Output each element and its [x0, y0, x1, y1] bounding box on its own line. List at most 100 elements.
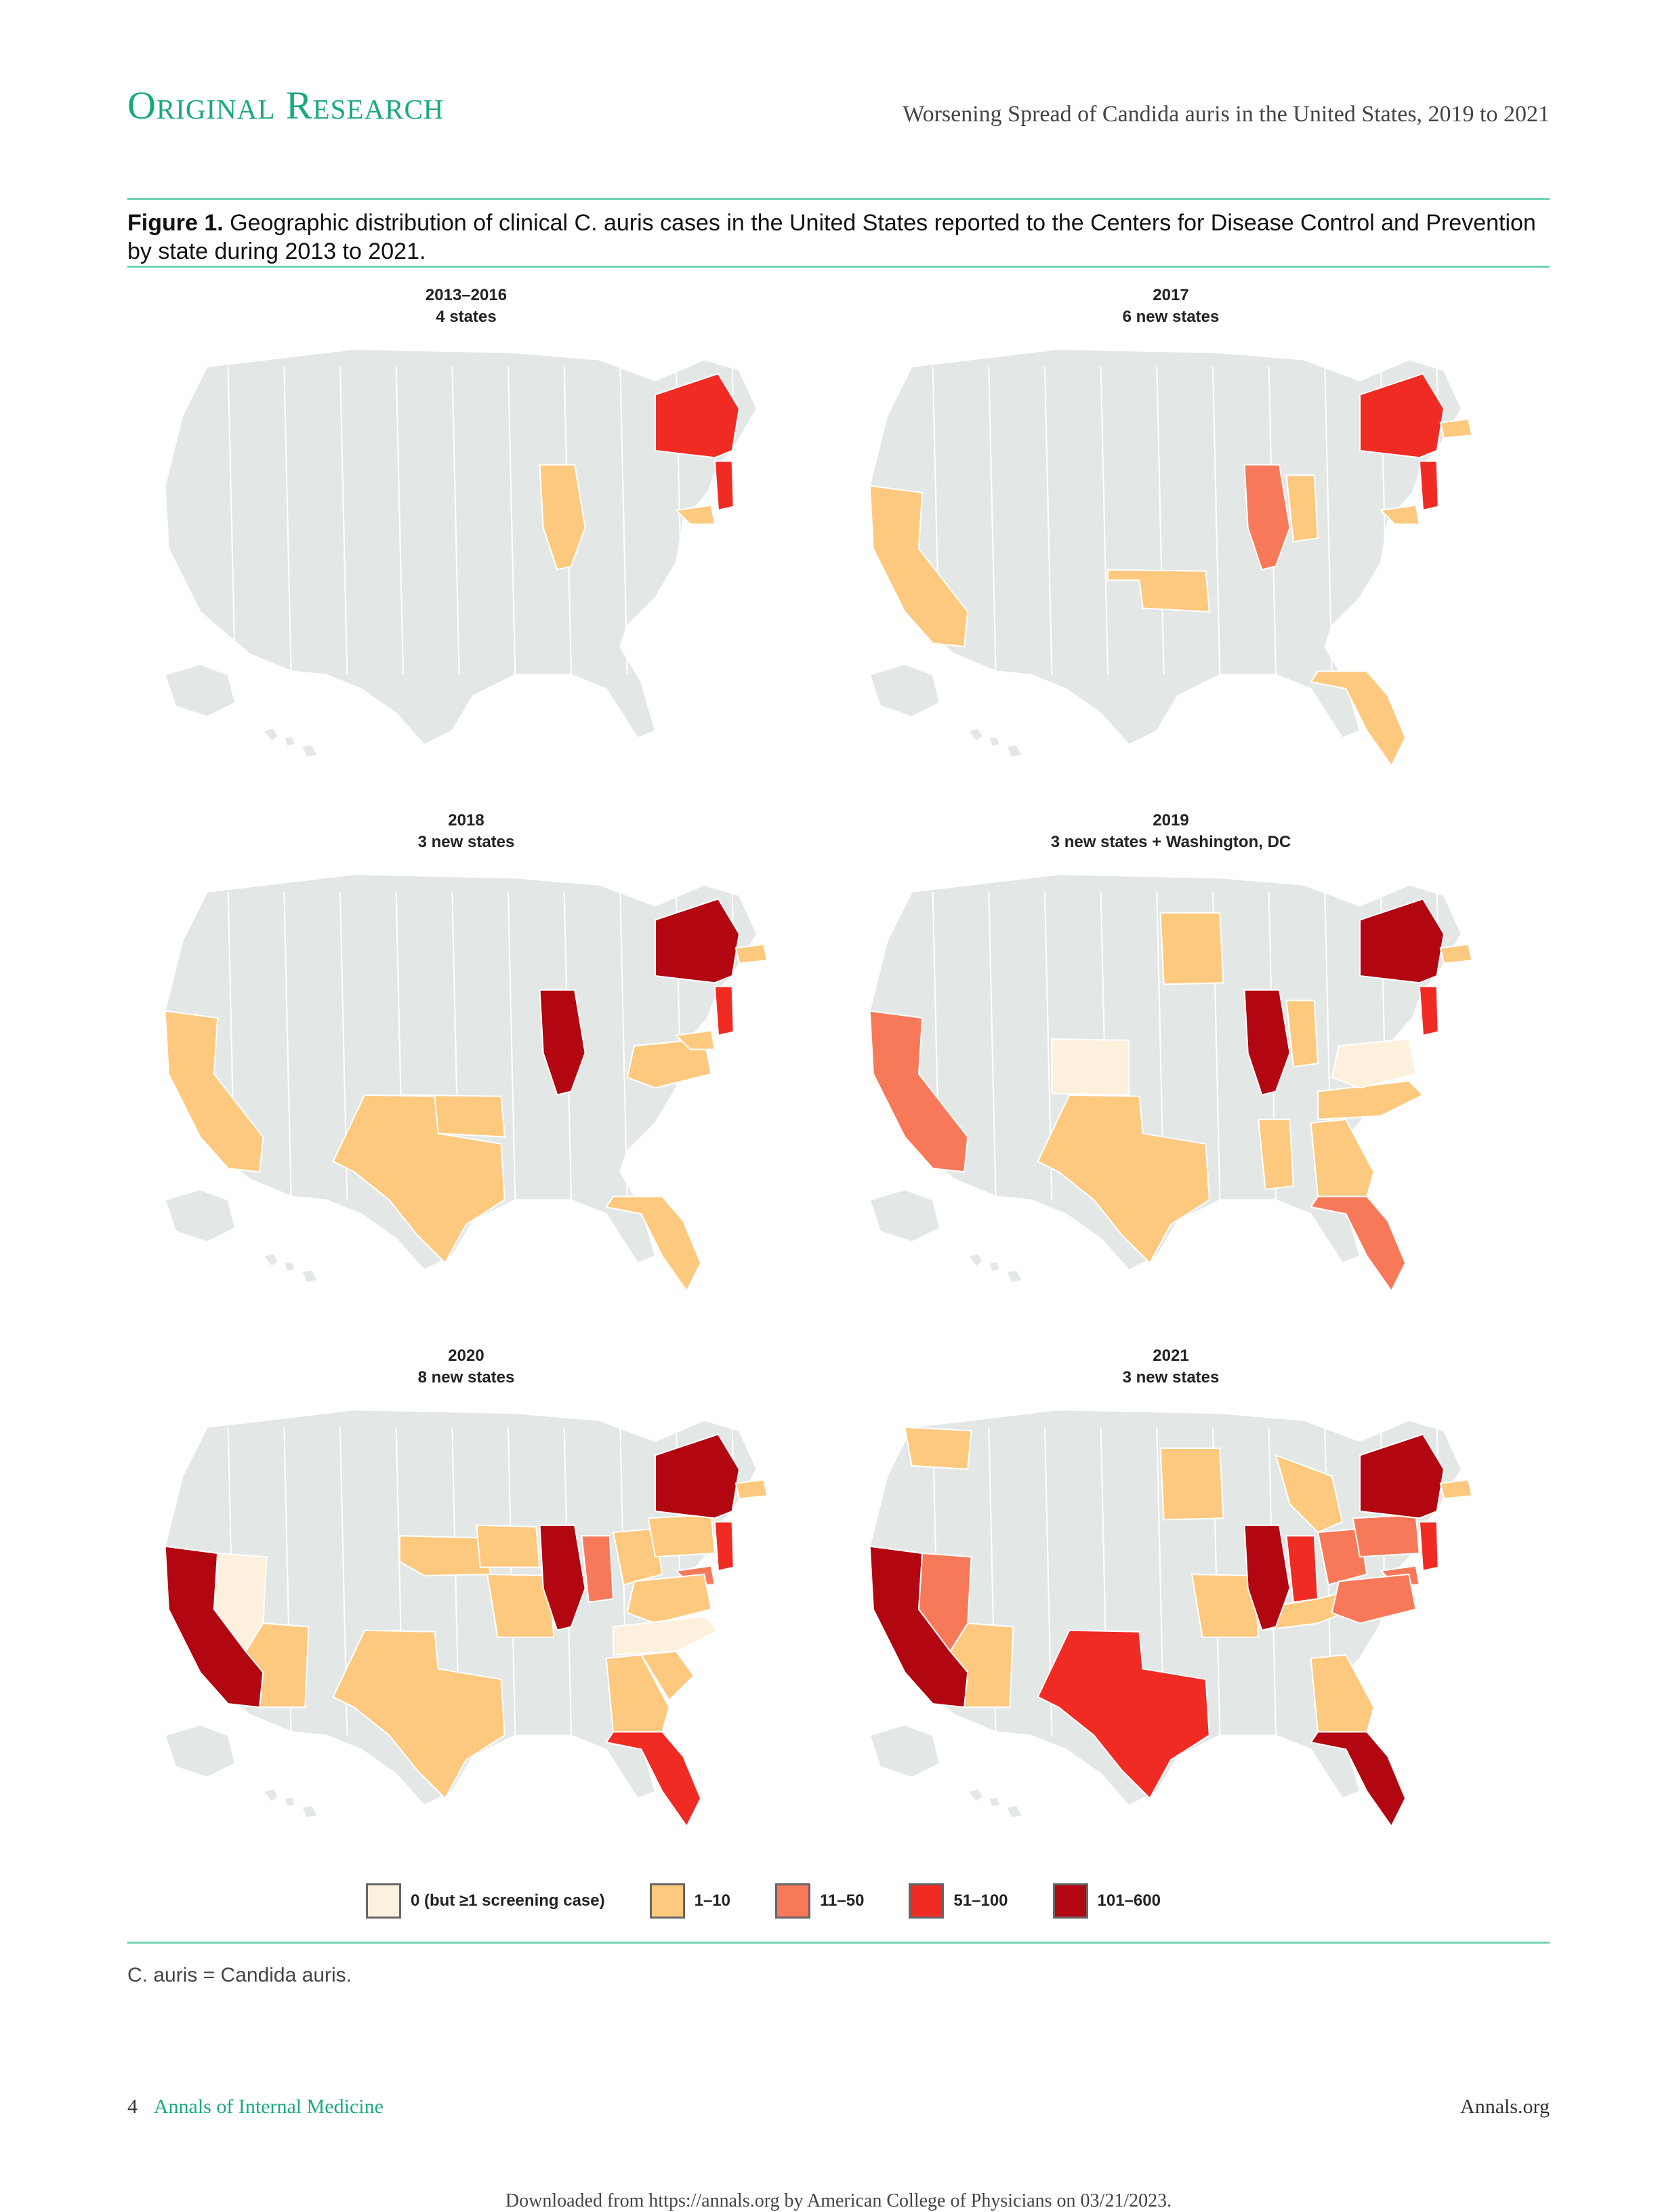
panel-title: 2021 3 new states: [832, 1345, 1510, 1389]
state-NC: [1317, 1080, 1424, 1120]
panel-year: 2020: [448, 1347, 484, 1365]
us-outline: [869, 874, 1462, 1271]
state-border: [227, 366, 236, 675]
state-MA: [734, 943, 768, 964]
us-outline: [164, 874, 758, 1271]
legend-swatch: [1052, 1883, 1088, 1919]
state-IN: [581, 1535, 615, 1603]
state-border: [619, 891, 628, 1200]
panel-subtitle: 3 new states: [1122, 1368, 1220, 1387]
state-border: [507, 891, 516, 1200]
panel-year: 2021: [1153, 1347, 1189, 1365]
state-border: [988, 366, 997, 675]
panel-year: 2017: [1153, 286, 1189, 304]
panel-year: 2013–2016: [425, 286, 508, 304]
figure-bottom-rule: [127, 1942, 1550, 1944]
state-OH: [1317, 1528, 1368, 1586]
state-TX: [332, 1094, 505, 1265]
state-HI: [262, 1787, 319, 1819]
panel-subtitle: 8 new states: [417, 1368, 515, 1387]
state-border: [1324, 366, 1333, 675]
us-outline: [164, 348, 758, 746]
state-MA: [1439, 943, 1473, 964]
caption-top-rule: [127, 198, 1550, 200]
state-AZ: [245, 1622, 310, 1708]
state-VA: [1331, 1038, 1417, 1089]
state-CO: [1051, 1038, 1130, 1096]
state-MD: [674, 1029, 716, 1050]
legend-label: 51–100: [953, 1891, 1008, 1910]
state-NJ: [1418, 460, 1439, 512]
state-AK: [869, 1189, 941, 1243]
state-SC: [640, 1650, 695, 1702]
state-NY: [654, 898, 741, 984]
legend-label: 0 (but ≥1 screening case): [411, 1891, 605, 1910]
state-FL: [604, 1731, 702, 1826]
state-MD: [674, 504, 716, 525]
panel-title: 2013–2016 4 states: [127, 285, 805, 328]
caption-text: Geographic distribution of clinical C. a…: [127, 210, 1536, 264]
state-MD: [1379, 504, 1421, 525]
us-outline: [164, 1409, 758, 1807]
state-HI: [262, 726, 319, 758]
state-TX: [1037, 1094, 1210, 1265]
us-map-panel: [164, 1409, 768, 1826]
panel-title: 2019 3 new states + Washington, DC: [832, 810, 1510, 853]
state-border: [1043, 366, 1053, 675]
state-MO: [486, 1573, 555, 1639]
panel-title: 2018 3 new states: [127, 810, 805, 853]
download-note: Downloaded from https://annals.org by Am…: [505, 2190, 1172, 2211]
state-NY: [1359, 1433, 1445, 1519]
state-AK: [164, 1724, 236, 1778]
legend-swatch: [366, 1883, 401, 1919]
state-CA: [164, 1010, 264, 1173]
state-IA: [476, 1524, 541, 1568]
state-IN: [1285, 1000, 1319, 1068]
state-NY: [654, 1433, 741, 1519]
abbreviation-note: C. auris = Candida auris.: [127, 1964, 352, 1986]
state-NJ: [1418, 985, 1439, 1037]
state-PA: [647, 1514, 716, 1558]
state-NJ: [713, 1521, 734, 1572]
legend-item: 0 (but ≥1 screening case): [366, 1883, 605, 1919]
panel-year: 2019: [1153, 811, 1189, 830]
legend-swatch: [909, 1883, 945, 1919]
us-map-panel: [164, 348, 758, 758]
state-GA: [605, 1654, 670, 1733]
us-map-panel: [869, 1409, 1473, 1826]
legend-label: 101–600: [1097, 1891, 1161, 1910]
state-border: [1100, 366, 1109, 675]
state-NY: [654, 373, 741, 459]
panel-title: 2020 8 new states: [127, 1345, 805, 1389]
state-GA: [1310, 1118, 1375, 1197]
state-TX: [332, 1629, 505, 1800]
state-MA: [1439, 1479, 1473, 1500]
state-border: [988, 891, 997, 1200]
state-VA: [626, 1573, 712, 1624]
figure-caption: Figure 1. Geographic distribution of cli…: [127, 209, 1550, 266]
state-border: [395, 366, 405, 675]
state-NY: [1359, 373, 1445, 459]
state-FL: [1309, 1195, 1407, 1291]
state-IL: [1243, 989, 1291, 1096]
panel-subtitle: 3 new states: [417, 833, 515, 851]
state-border: [1212, 366, 1221, 675]
state-MS: [1258, 1118, 1294, 1191]
state-AK: [164, 1189, 236, 1243]
state-IL: [1243, 1524, 1291, 1631]
state-CA: [869, 1010, 969, 1173]
state-border: [283, 366, 292, 675]
state-IL: [1243, 464, 1291, 571]
state-AK: [869, 663, 941, 718]
panel-year: 2018: [448, 811, 484, 830]
state-TX: [1037, 1629, 1210, 1800]
state-HI: [966, 1252, 1024, 1284]
state-IL: [539, 989, 586, 1096]
panel-title: 2017 6 new states: [832, 285, 1510, 328]
page-number: 4: [127, 2095, 138, 2118]
state-MN: [1159, 912, 1224, 985]
state-border: [507, 366, 516, 675]
state-WA: [904, 1426, 972, 1471]
legend-swatch: [775, 1883, 810, 1919]
state-NJ: [1418, 1521, 1439, 1572]
